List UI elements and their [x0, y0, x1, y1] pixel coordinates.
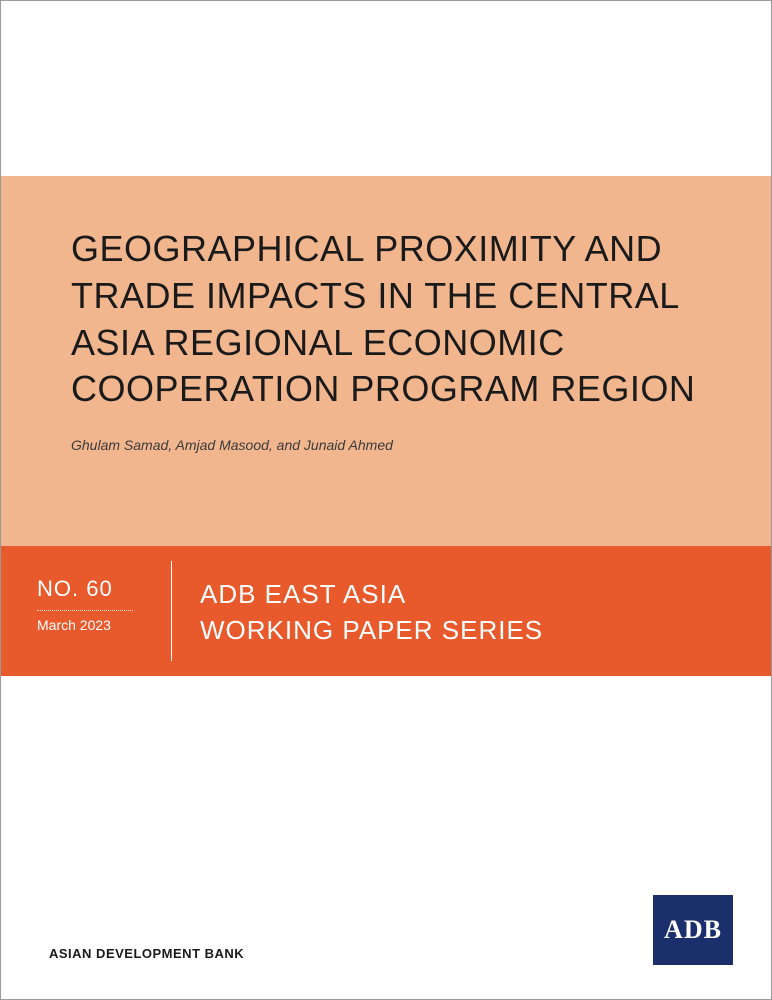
document-title: GEOGRAPHICAL PROXIMITY AND TRADE IMPACTS…	[71, 226, 701, 413]
issue-divider	[37, 610, 133, 611]
issue-number: NO. 60	[37, 576, 171, 602]
issue-date: March 2023	[37, 617, 171, 633]
authors-line: Ghulam Samad, Amjad Masood, and Junaid A…	[71, 437, 701, 453]
issue-box: NO. 60 March 2023	[1, 546, 171, 676]
footer-org: ASIAN DEVELOPMENT BANK	[49, 946, 244, 961]
series-line-1: ADB EAST ASIA	[200, 579, 406, 609]
series-name: ADB EAST ASIA WORKING PAPER SERIES	[172, 546, 771, 676]
title-block: GEOGRAPHICAL PROXIMITY AND TRADE IMPACTS…	[1, 176, 771, 546]
series-line-2: WORKING PAPER SERIES	[200, 615, 543, 645]
logo-text: ADB	[664, 915, 722, 945]
adb-logo: ADB	[653, 895, 733, 965]
series-band: NO. 60 March 2023 ADB EAST ASIA WORKING …	[1, 546, 771, 676]
